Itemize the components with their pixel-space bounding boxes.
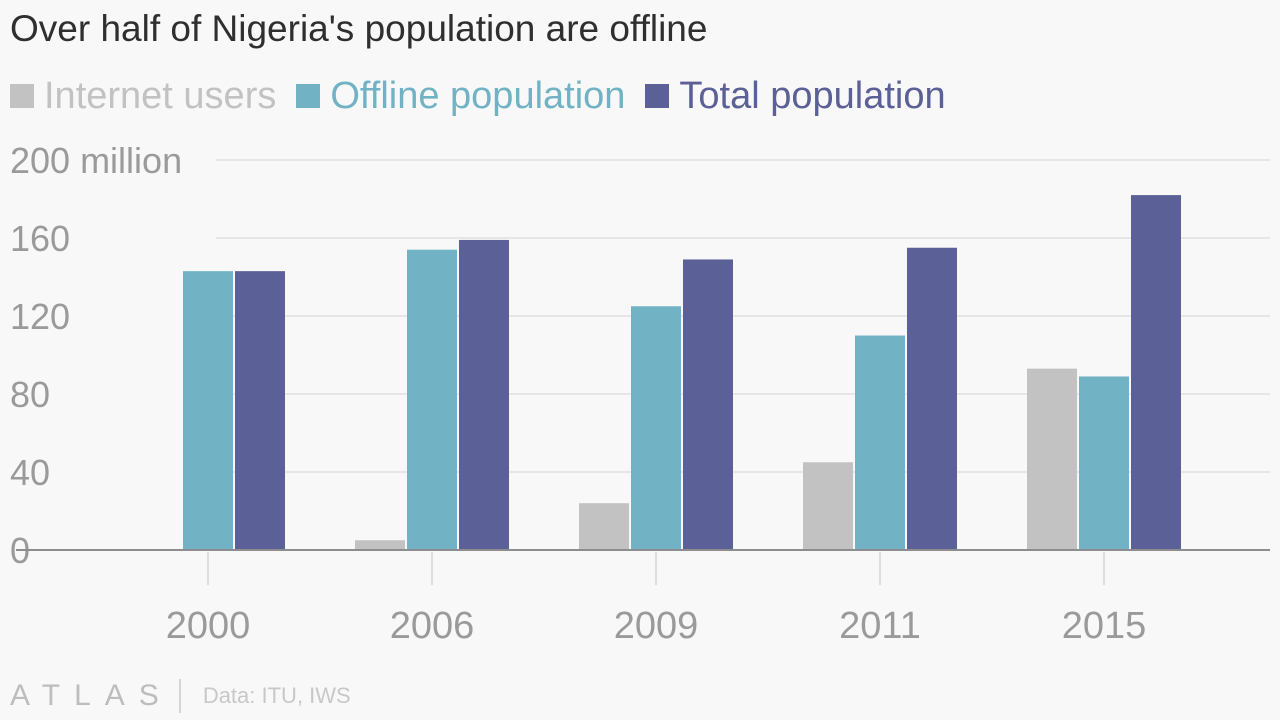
data-source: Data: ITU, IWS xyxy=(202,683,351,708)
bar-internet-users-2009 xyxy=(579,503,629,550)
bar-internet-users-2015 xyxy=(1027,368,1077,550)
legend-item-internet-users: Internet users xyxy=(10,75,276,118)
footer-divider xyxy=(178,679,181,713)
legend-swatch-offline-population xyxy=(296,84,321,108)
legend-label-offline-population: Offline population xyxy=(330,74,626,117)
atlas-logo: ATLAS xyxy=(10,679,173,712)
x-tick-label: 2000 xyxy=(166,605,251,647)
bar-total-population-2000 xyxy=(235,271,285,550)
legend-label-total-population: Total population xyxy=(679,74,946,117)
y-tick-label: 120 xyxy=(10,296,70,337)
bar-offline-population-2009 xyxy=(631,306,681,550)
legend-label-internet-users: Internet users xyxy=(44,74,277,117)
x-tick-label: 2011 xyxy=(839,605,921,647)
y-tick-label: 40 xyxy=(10,452,50,493)
bar-offline-population-2006 xyxy=(407,249,457,550)
bar-internet-users-2011 xyxy=(803,462,853,550)
bar-total-population-2006 xyxy=(459,239,509,550)
chart-legend: Internet users Offline population Total … xyxy=(10,72,966,120)
bar-total-population-2009 xyxy=(683,259,733,550)
bars xyxy=(131,195,1181,550)
bar-offline-population-2000 xyxy=(183,271,233,550)
x-tick-label: 2015 xyxy=(1062,605,1147,647)
legend-swatch-total-population xyxy=(645,84,670,108)
y-tick-label: 200 million xyxy=(10,140,182,181)
chart-title: Over half of Nigeria's population are of… xyxy=(10,8,708,49)
x-tick-label: 2006 xyxy=(390,605,475,647)
y-tick-label: 160 xyxy=(10,218,70,259)
legend-item-offline-population: Offline population xyxy=(296,75,625,118)
legend-item-total-population: Total population xyxy=(645,74,946,118)
bar-offline-population-2015 xyxy=(1079,376,1129,550)
bar-total-population-2015 xyxy=(1131,195,1181,550)
legend-swatch-internet-users xyxy=(10,84,34,108)
footer: ATLAS Data: ITU, IWS xyxy=(10,676,351,716)
bar-internet-users-2006 xyxy=(355,540,405,550)
x-tick-label: 2009 xyxy=(614,605,699,647)
y-tick-label: 80 xyxy=(10,374,50,415)
bar-offline-population-2011 xyxy=(855,335,905,550)
bar-total-population-2011 xyxy=(907,247,957,550)
